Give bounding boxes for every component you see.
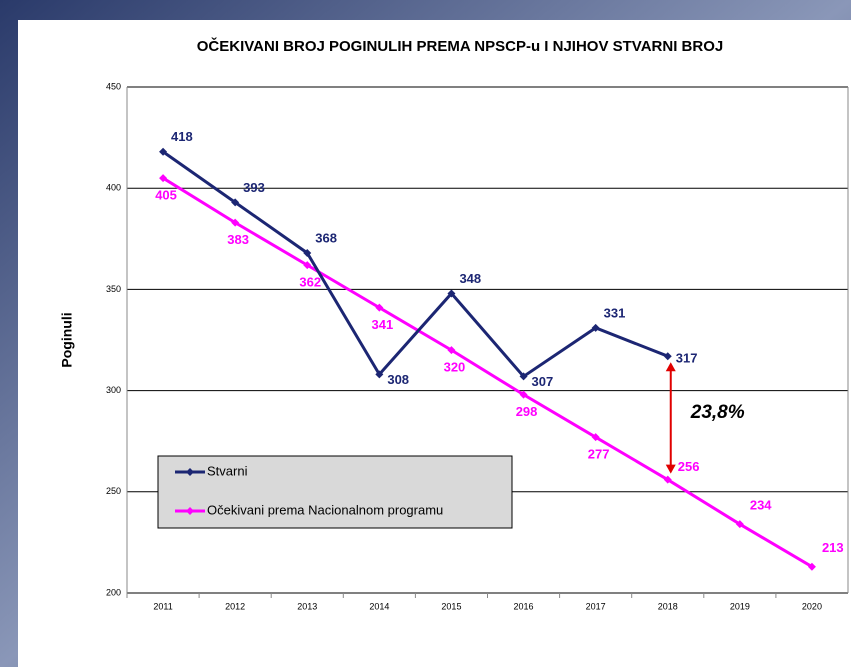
data-label: 298 [516, 404, 538, 419]
data-label: 418 [171, 129, 193, 144]
data-label: 368 [315, 230, 337, 245]
x-tick-label: 2011 [153, 601, 172, 611]
y-tick-label: 350 [106, 284, 121, 294]
chart-title: OČEKIVANI BROJ POGINULIH PREMA NPSCP-u I… [197, 37, 723, 55]
x-tick-label: 2012 [225, 601, 245, 611]
data-label: 348 [459, 271, 481, 286]
data-label: 256 [678, 459, 700, 474]
data-label: 213 [822, 540, 844, 555]
x-tick-label: 2017 [586, 601, 606, 611]
data-label: 383 [227, 232, 249, 247]
data-label: 308 [387, 372, 409, 387]
y-tick-label: 250 [106, 486, 121, 496]
panel [18, 20, 851, 667]
x-tick-label: 2015 [441, 601, 461, 611]
data-label: 341 [371, 317, 393, 332]
y-axis-label: Poginuli [59, 312, 75, 367]
y-tick-label: 400 [106, 183, 121, 193]
data-label: 307 [532, 374, 554, 389]
data-label: 320 [444, 360, 466, 375]
data-label: 393 [243, 180, 265, 195]
x-tick-label: 2019 [730, 601, 750, 611]
x-tick-label: 2013 [297, 601, 317, 611]
data-label: 234 [750, 498, 772, 513]
y-tick-label: 450 [106, 81, 121, 91]
legend-label: Stvarni [207, 463, 248, 478]
y-tick-label: 300 [106, 385, 121, 395]
data-label: 405 [155, 188, 177, 203]
y-tick-label: 200 [106, 587, 121, 597]
annotation: 23,8% [690, 402, 745, 423]
legend-label: Očekivani prema Nacionalnom programu [207, 502, 443, 517]
data-label: 362 [299, 275, 321, 290]
x-tick-label: 2016 [514, 601, 534, 611]
data-label: 331 [604, 305, 626, 320]
x-tick-label: 2014 [369, 601, 389, 611]
x-tick-label: 2020 [802, 601, 822, 611]
data-label: 317 [676, 351, 698, 366]
chart: OČEKIVANI BROJ POGINULIH PREMA NPSCP-u I… [0, 0, 851, 667]
x-tick-label: 2018 [658, 601, 678, 611]
data-label: 277 [588, 447, 610, 462]
